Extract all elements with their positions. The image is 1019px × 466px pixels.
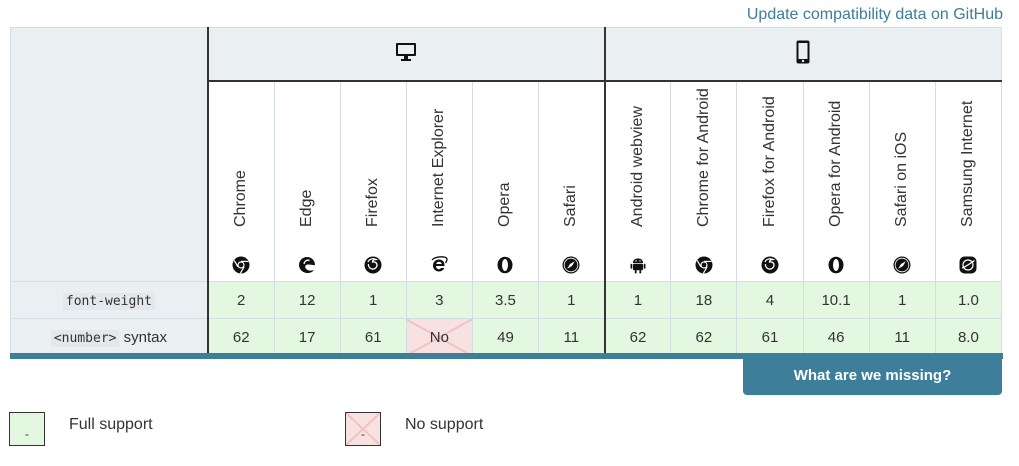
support-cell[interactable]: 1	[538, 281, 606, 319]
ie-icon	[430, 256, 448, 274]
support-cell[interactable]: 1	[868, 281, 936, 319]
safari-icon	[562, 256, 580, 274]
firefox-icon	[761, 256, 779, 274]
browser-header-row: Chrome Edge Firefox Internet Explorer Opera S…	[11, 80, 1003, 282]
support-cell[interactable]: 62	[670, 318, 738, 356]
chrome-icon	[695, 256, 713, 274]
support-cell[interactable]: 61	[339, 318, 407, 356]
support-cell[interactable]: 61	[736, 318, 804, 356]
legend-symbol: -	[25, 427, 29, 441]
support-cell[interactable]: No	[405, 318, 473, 356]
what-are-we-missing-button[interactable]: What are we missing?	[743, 356, 1002, 395]
table-row: font-weight 2 12 1 3 3.5 1 1 18 4 10.1 1 1.0	[9, 281, 1003, 319]
support-cell[interactable]: 12	[273, 281, 341, 319]
opera-icon	[827, 256, 845, 274]
feature-text: syntax	[119, 328, 168, 346]
feature-name: font-weight	[9, 281, 209, 319]
support-cell[interactable]: 4	[736, 281, 804, 319]
legend-symbol: -	[361, 427, 365, 441]
browser-name: Chrome for Android	[694, 88, 712, 227]
browser-header-firefox: Firefox	[339, 80, 407, 282]
support-cell[interactable]: 11	[868, 318, 936, 356]
browser-header-firefox-for-android: Firefox for Android	[736, 80, 804, 282]
browser-name: Firefox	[364, 178, 382, 227]
samsung-internet-icon	[959, 256, 977, 274]
browser-name: Samsung Internet	[959, 100, 977, 227]
support-cell[interactable]: 1	[339, 281, 407, 319]
browser-name: Opera	[496, 182, 514, 227]
mobile-icon	[796, 40, 810, 63]
support-cell[interactable]: 18	[670, 281, 738, 319]
browser-name: Opera for Android	[827, 100, 845, 227]
browser-header-opera-for-android: Opera for Android	[802, 80, 870, 282]
browser-header-android-webview: Android webview	[604, 80, 672, 282]
safari-icon	[893, 256, 911, 274]
browser-name: Chrome	[232, 170, 250, 227]
chrome-icon	[232, 256, 250, 274]
support-cell[interactable]: 49	[471, 318, 540, 356]
edge-icon	[298, 256, 316, 274]
platform-header-row	[9, 27, 1002, 282]
legend-label: No support	[405, 416, 484, 433]
legend-no-support-swatch: -	[345, 412, 381, 446]
legend-full-support: - Full support	[9, 412, 153, 446]
browser-name: Edge	[298, 189, 316, 227]
support-cell[interactable]: 8.0	[934, 318, 1003, 356]
support-cell[interactable]: 1.0	[934, 281, 1003, 319]
browser-header-opera: Opera	[471, 80, 540, 282]
browser-name: Safari on iOS	[893, 131, 911, 227]
browser-compat-table: Chrome Edge Firefox Internet Explorer Opera S…	[9, 27, 1003, 356]
platform-desktop	[207, 27, 606, 82]
desktop-icon	[396, 42, 417, 61]
support-cell[interactable]: 62	[207, 318, 275, 356]
browser-header-safari-on-ios: Safari on iOS	[868, 80, 936, 282]
support-cell[interactable]: 10.1	[802, 281, 870, 319]
browser-header-edge: Edge	[273, 80, 341, 282]
support-cell[interactable]: 3.5	[471, 281, 540, 319]
support-cell[interactable]: 3	[405, 281, 473, 319]
support-cell[interactable]: 62	[604, 318, 672, 356]
android-icon	[629, 256, 647, 274]
support-cell[interactable]: 17	[273, 318, 341, 356]
update-compat-data-link[interactable]: Update compatibility data on GitHub	[746, 6, 1003, 23]
firefox-icon	[364, 256, 382, 274]
support-cell[interactable]: 1	[604, 281, 672, 319]
support-cell[interactable]: 46	[802, 318, 870, 356]
table-corner	[9, 27, 209, 282]
browser-header-chrome-for-android: Chrome for Android	[670, 80, 738, 282]
support-cell[interactable]: 2	[207, 281, 275, 319]
platform-mobile	[604, 27, 1002, 82]
browser-header-chrome: Chrome	[207, 80, 275, 282]
browser-name: Safari	[562, 185, 580, 227]
browser-name: Firefox for Android	[760, 96, 778, 227]
feature-name: <number> syntax	[9, 318, 209, 356]
opera-icon	[496, 256, 514, 274]
feature-code: <number>	[50, 329, 120, 347]
browser-name: Internet Explorer	[430, 108, 448, 227]
legend-no-support: - No support	[345, 412, 483, 446]
feature-code: font-weight	[62, 292, 155, 310]
browser-header-internet-explorer: Internet Explorer	[405, 80, 473, 282]
table-row: <number> syntax 62 17 61 No 49 11 62 62 61 46 11 8.0	[9, 318, 1003, 356]
support-cell[interactable]: 11	[538, 318, 606, 356]
browser-header-safari: Safari	[538, 80, 606, 282]
legend-label: Full support	[69, 416, 153, 433]
table-bottom-bar	[10, 353, 1003, 359]
browser-header-samsung-internet: Samsung Internet	[934, 80, 1003, 282]
browser-name: Android webview	[628, 106, 646, 227]
legend-full-support-swatch: -	[9, 412, 45, 446]
